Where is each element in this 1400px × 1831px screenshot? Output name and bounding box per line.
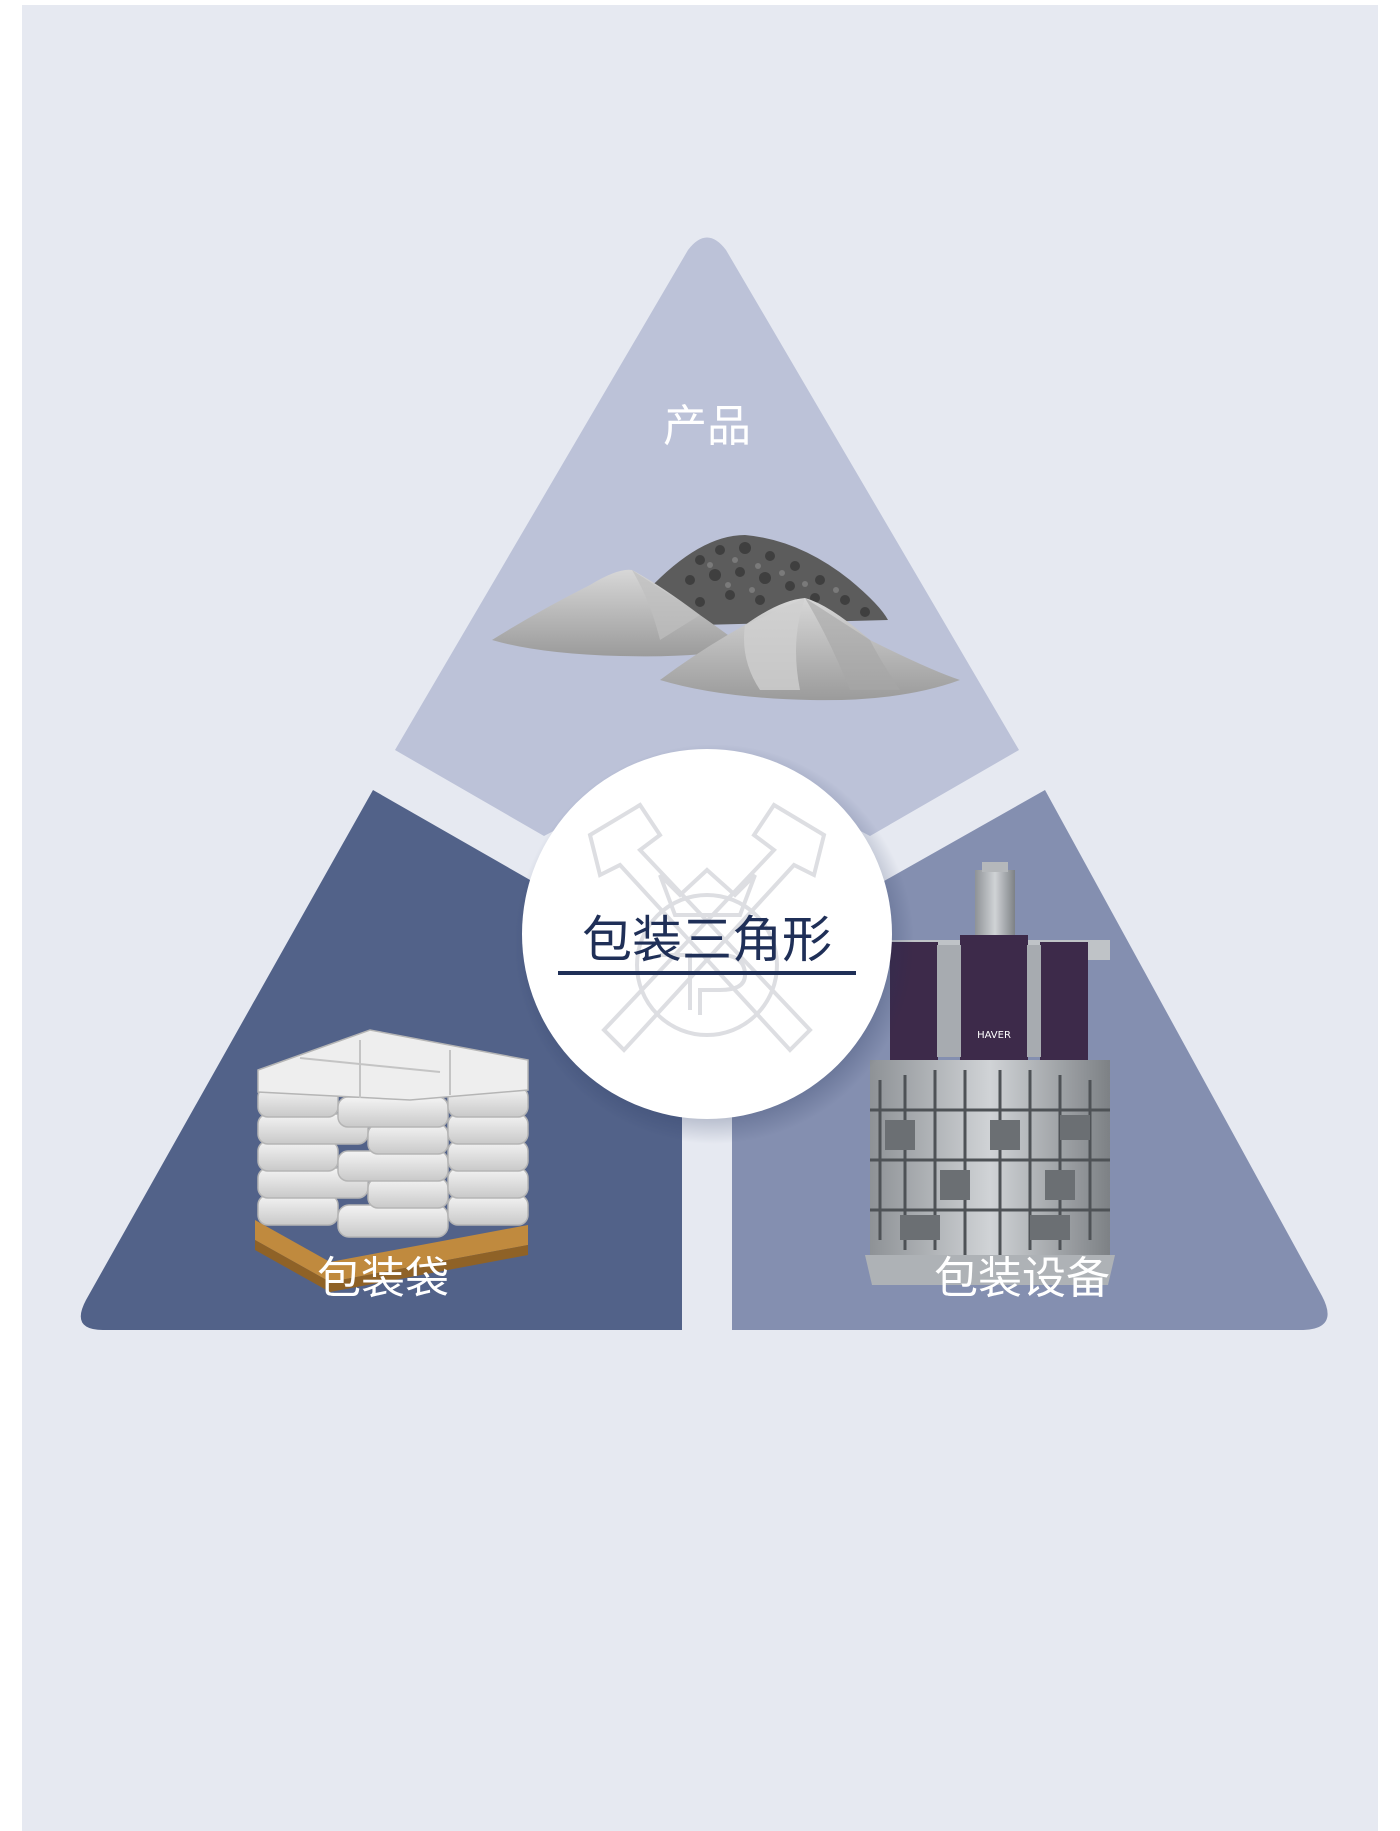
- segment-product-label: 产品: [663, 401, 751, 452]
- segment-equipment-label: 包装设备: [934, 1253, 1110, 1304]
- packing-machine-icon: HAVER: [865, 862, 1115, 1285]
- bag-pallet-icon: [255, 1029, 529, 1292]
- segment-product: 产品: [395, 237, 1019, 836]
- crossed-hammers-crown-logo: [587, 802, 827, 1053]
- center-badge-circle: [522, 749, 892, 1119]
- center-badge: 包装三角形: [514, 744, 914, 1144]
- material-piles-icon: [492, 535, 960, 701]
- segment-bags-label: 包装袋: [317, 1253, 449, 1304]
- machine-brand-label: HAVER: [977, 1030, 1011, 1041]
- diagram-title: 包装三角形: [582, 911, 832, 969]
